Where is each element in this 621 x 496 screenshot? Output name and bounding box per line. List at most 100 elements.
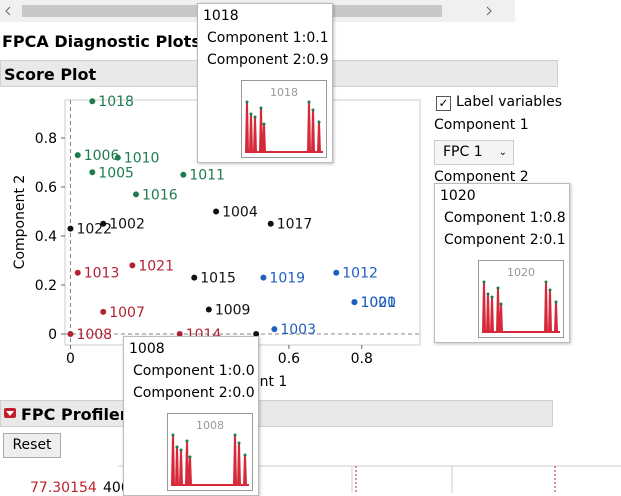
point — [133, 191, 139, 198]
point — [89, 169, 96, 176]
point — [67, 225, 74, 232]
mini-curve — [482, 281, 560, 333]
mini-dot — [482, 280, 486, 284]
y-axis-label: Component 2 — [12, 175, 28, 270]
point-label: 1004 — [222, 204, 258, 220]
point — [176, 330, 183, 337]
mini-dot — [317, 120, 321, 124]
component2-label: Component 2 — [434, 169, 529, 185]
y-tick-label: 0.8 — [35, 131, 57, 147]
point — [129, 262, 136, 269]
point-label: 1020 — [360, 295, 396, 311]
profiler-value: 77.30154 — [30, 480, 97, 496]
mini-dot — [490, 295, 494, 299]
mini-plot: 1020 — [478, 260, 564, 338]
checkbox-label: Label variables — [456, 94, 562, 110]
point — [271, 326, 278, 333]
mini-dot — [179, 448, 183, 452]
point-label: 1010 — [124, 151, 160, 167]
point — [100, 220, 107, 227]
point — [267, 220, 274, 227]
checkbox[interactable]: ✓ — [436, 96, 451, 111]
point-label: 1012 — [342, 266, 378, 282]
point-label: 1001 — [360, 295, 396, 311]
point — [191, 274, 198, 281]
mini-dot — [548, 288, 552, 292]
mini-dot — [496, 286, 500, 290]
y-tick-label: 0.6 — [35, 180, 57, 196]
tooltip-text: Component 1:0.8 — [444, 210, 566, 226]
point — [260, 274, 267, 281]
point-label: 1022 — [76, 222, 112, 238]
point-label: 1019 — [269, 271, 305, 287]
tooltip: 1008 Component 1:0.0 Component 2:0.0 1008 — [123, 336, 259, 496]
scroll-left[interactable] — [5, 6, 11, 16]
mini-dot — [262, 122, 266, 126]
point — [67, 330, 74, 337]
dropdown-value: FPC 1 — [443, 144, 483, 160]
point-label: 1002 — [109, 217, 145, 233]
mini-dot — [243, 453, 247, 457]
point-label: 1021 — [138, 258, 174, 274]
mini-dot — [311, 108, 315, 112]
point-label: 1006 — [84, 148, 120, 164]
point-label: 1008 — [76, 327, 112, 343]
disclosure-icon[interactable] — [4, 408, 16, 418]
mini-curve — [171, 434, 249, 486]
tooltip-text: Component 2:0.1 — [444, 232, 566, 248]
point — [74, 269, 81, 276]
component1-label: Component 1 — [434, 117, 529, 133]
mini-dot — [307, 100, 311, 104]
point — [351, 299, 358, 306]
mini-dot — [171, 433, 175, 437]
reset-button[interactable]: Reset — [3, 433, 61, 458]
mini-title: 1018 — [270, 86, 298, 99]
point-label: 1016 — [142, 187, 178, 203]
point-label: 1015 — [200, 271, 236, 287]
point-label: 1017 — [277, 217, 313, 233]
section-title: FPCA Diagnostic Plots — [2, 32, 201, 51]
tooltip: 1018 Component 1:0.1 Component 2:0.9 1018 — [197, 3, 333, 163]
point — [333, 269, 340, 276]
chevron: ⌄ — [498, 147, 507, 158]
point-label: 1003 — [280, 322, 316, 338]
tooltip-text: Component 2:0.0 — [133, 385, 255, 401]
mini-title: 1008 — [196, 419, 224, 432]
mini-title: 1020 — [507, 266, 535, 279]
mini-curve — [245, 101, 323, 153]
point-label: 1011 — [189, 168, 225, 184]
dropdown[interactable]: FPC 1 ⌄ — [434, 140, 514, 165]
mini-dot — [259, 106, 263, 110]
tooltip-text: Component 1:0.1 — [207, 30, 329, 46]
point — [205, 306, 212, 313]
mini-plot: 1008 — [167, 413, 253, 491]
point — [74, 152, 81, 159]
point — [213, 208, 220, 215]
point — [180, 171, 187, 178]
point-label: 1005 — [98, 165, 134, 181]
scroll-right[interactable] — [486, 6, 492, 16]
tooltip-text: 1020 — [440, 188, 476, 204]
mini-dot — [554, 300, 558, 304]
point-label: 1018 — [98, 94, 134, 110]
profiler-header[interactable]: FPC Profiler — [0, 400, 553, 427]
y-tick-label: 0.4 — [35, 229, 57, 245]
tooltip-text: Component 2:0.9 — [207, 52, 329, 68]
mini-dot — [233, 433, 237, 437]
y-tick-label: 0.2 — [35, 278, 57, 294]
mini-dot — [237, 441, 241, 445]
y-tick-label: 0 — [48, 327, 57, 343]
mini-dot — [245, 100, 249, 104]
mini-dot — [175, 445, 179, 449]
mini-dot — [253, 115, 257, 119]
point-label: 1007 — [109, 305, 145, 321]
point-label: 1009 — [215, 302, 251, 318]
point — [100, 308, 107, 315]
point — [114, 154, 121, 161]
mini-dot — [249, 112, 253, 116]
x-tick-label: 0.8 — [351, 351, 373, 367]
mini-dot — [486, 292, 490, 296]
tooltip-text: 1018 — [203, 8, 239, 24]
x-tick-label: 0.6 — [278, 351, 300, 367]
